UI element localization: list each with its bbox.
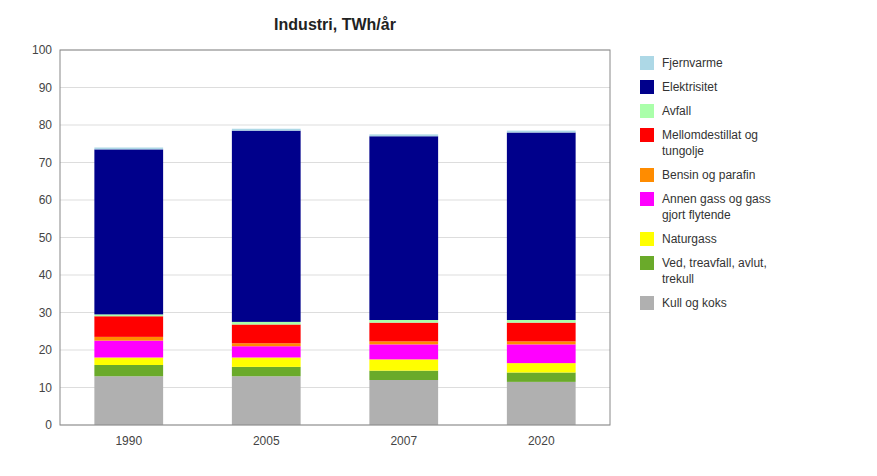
bar-segment: [369, 359, 438, 370]
bar-segment: [232, 346, 301, 357]
legend-swatch: [640, 56, 654, 70]
bar-segment: [369, 380, 438, 425]
y-tick-label: 40: [39, 268, 53, 282]
bar-segment: [369, 320, 438, 323]
bar-segment: [507, 133, 576, 321]
y-tick-label: 50: [39, 231, 53, 245]
bar-segment: [369, 371, 438, 380]
legend-swatch: [640, 256, 654, 270]
bar-segment: [94, 148, 163, 150]
x-tick-label: 1990: [115, 434, 142, 448]
chart: Industri, TWh/år 0 10 20 30 40 50 60 70 80 90 100 19…: [0, 0, 877, 476]
y-tick-label: 70: [39, 156, 53, 170]
bar-segment: [232, 343, 301, 346]
bar-segment: [369, 136, 438, 320]
y-tick-label: 90: [39, 81, 53, 95]
bar-segment: [232, 131, 301, 322]
bar-segment: [94, 149, 163, 314]
legend-swatch: [640, 128, 654, 142]
bar-segment: [232, 322, 301, 325]
plot-frame: [60, 50, 610, 425]
legend-swatch: [640, 192, 654, 206]
legend-entry: Naturgass: [662, 232, 717, 246]
x-tick-label: 2005: [253, 434, 280, 448]
bar-segment: [232, 376, 301, 425]
x-tick-label: 2020: [528, 434, 555, 448]
x-tick-label: 2007: [390, 434, 417, 448]
grid-line: [60, 87, 610, 88]
x-axis: 1990 2005 2007 2020: [115, 434, 555, 448]
y-tick-label: 0: [45, 418, 52, 432]
y-tick-label: 20: [39, 343, 53, 357]
y-tick-label: 100: [32, 43, 52, 57]
legend-swatch: [640, 80, 654, 94]
legend-entry: Avfall: [662, 104, 691, 118]
bar-segment: [232, 367, 301, 376]
bar-segment: [94, 365, 163, 376]
bar-segment: [232, 325, 301, 344]
bar-segment: [232, 358, 301, 367]
bar-segment: [94, 358, 163, 366]
bar-segment: [507, 323, 576, 342]
bar-segment: [369, 134, 438, 136]
bar-segment: [369, 341, 438, 344]
legend-swatch: [640, 296, 654, 310]
bar-segment: [507, 341, 576, 344]
legend-entry: Annen gass og gassgjort flytende: [662, 192, 771, 222]
bar-segment: [507, 320, 576, 323]
y-tick-label: 30: [39, 306, 53, 320]
title: Industri, TWh/år: [274, 16, 396, 33]
y-tick-label: 80: [39, 118, 53, 132]
bars: [94, 129, 575, 425]
bar-segment: [369, 344, 438, 359]
legend-entry: Elektrisitet: [662, 80, 718, 94]
bar-segment: [94, 341, 163, 358]
bar-segment: [232, 129, 301, 131]
legend-entry: Bensin og parafin: [662, 168, 755, 182]
y-axis: 0 10 20 30 40 50 60 70 80 90 100: [32, 43, 610, 432]
bar-segment: [94, 314, 163, 316]
grid-line: [60, 125, 610, 126]
bar-segment: [507, 382, 576, 425]
legend-entry: Fjernvarme: [662, 56, 723, 70]
y-tick-label: 60: [39, 193, 53, 207]
legend-swatch: [640, 104, 654, 118]
legend-entry: Mellomdestillat ogtungolje: [662, 128, 758, 158]
legend-entry: Kull og koks: [662, 296, 727, 310]
bar-segment: [507, 373, 576, 382]
bar-segment: [94, 316, 163, 337]
bar-segment: [94, 337, 163, 341]
bar-segment: [507, 363, 576, 372]
y-tick-label: 10: [39, 381, 53, 395]
bar-segment: [507, 131, 576, 133]
legend-swatch: [640, 232, 654, 246]
bar-segment: [507, 344, 576, 363]
legend-swatch: [640, 168, 654, 182]
bar-segment: [94, 376, 163, 425]
bar-segment: [369, 323, 438, 342]
legend: Fjernvarme Elektrisitet Avfall Mellomdestil…: [640, 56, 771, 310]
legend-entry: Ved, treavfall, avlut,trekull: [662, 256, 767, 286]
